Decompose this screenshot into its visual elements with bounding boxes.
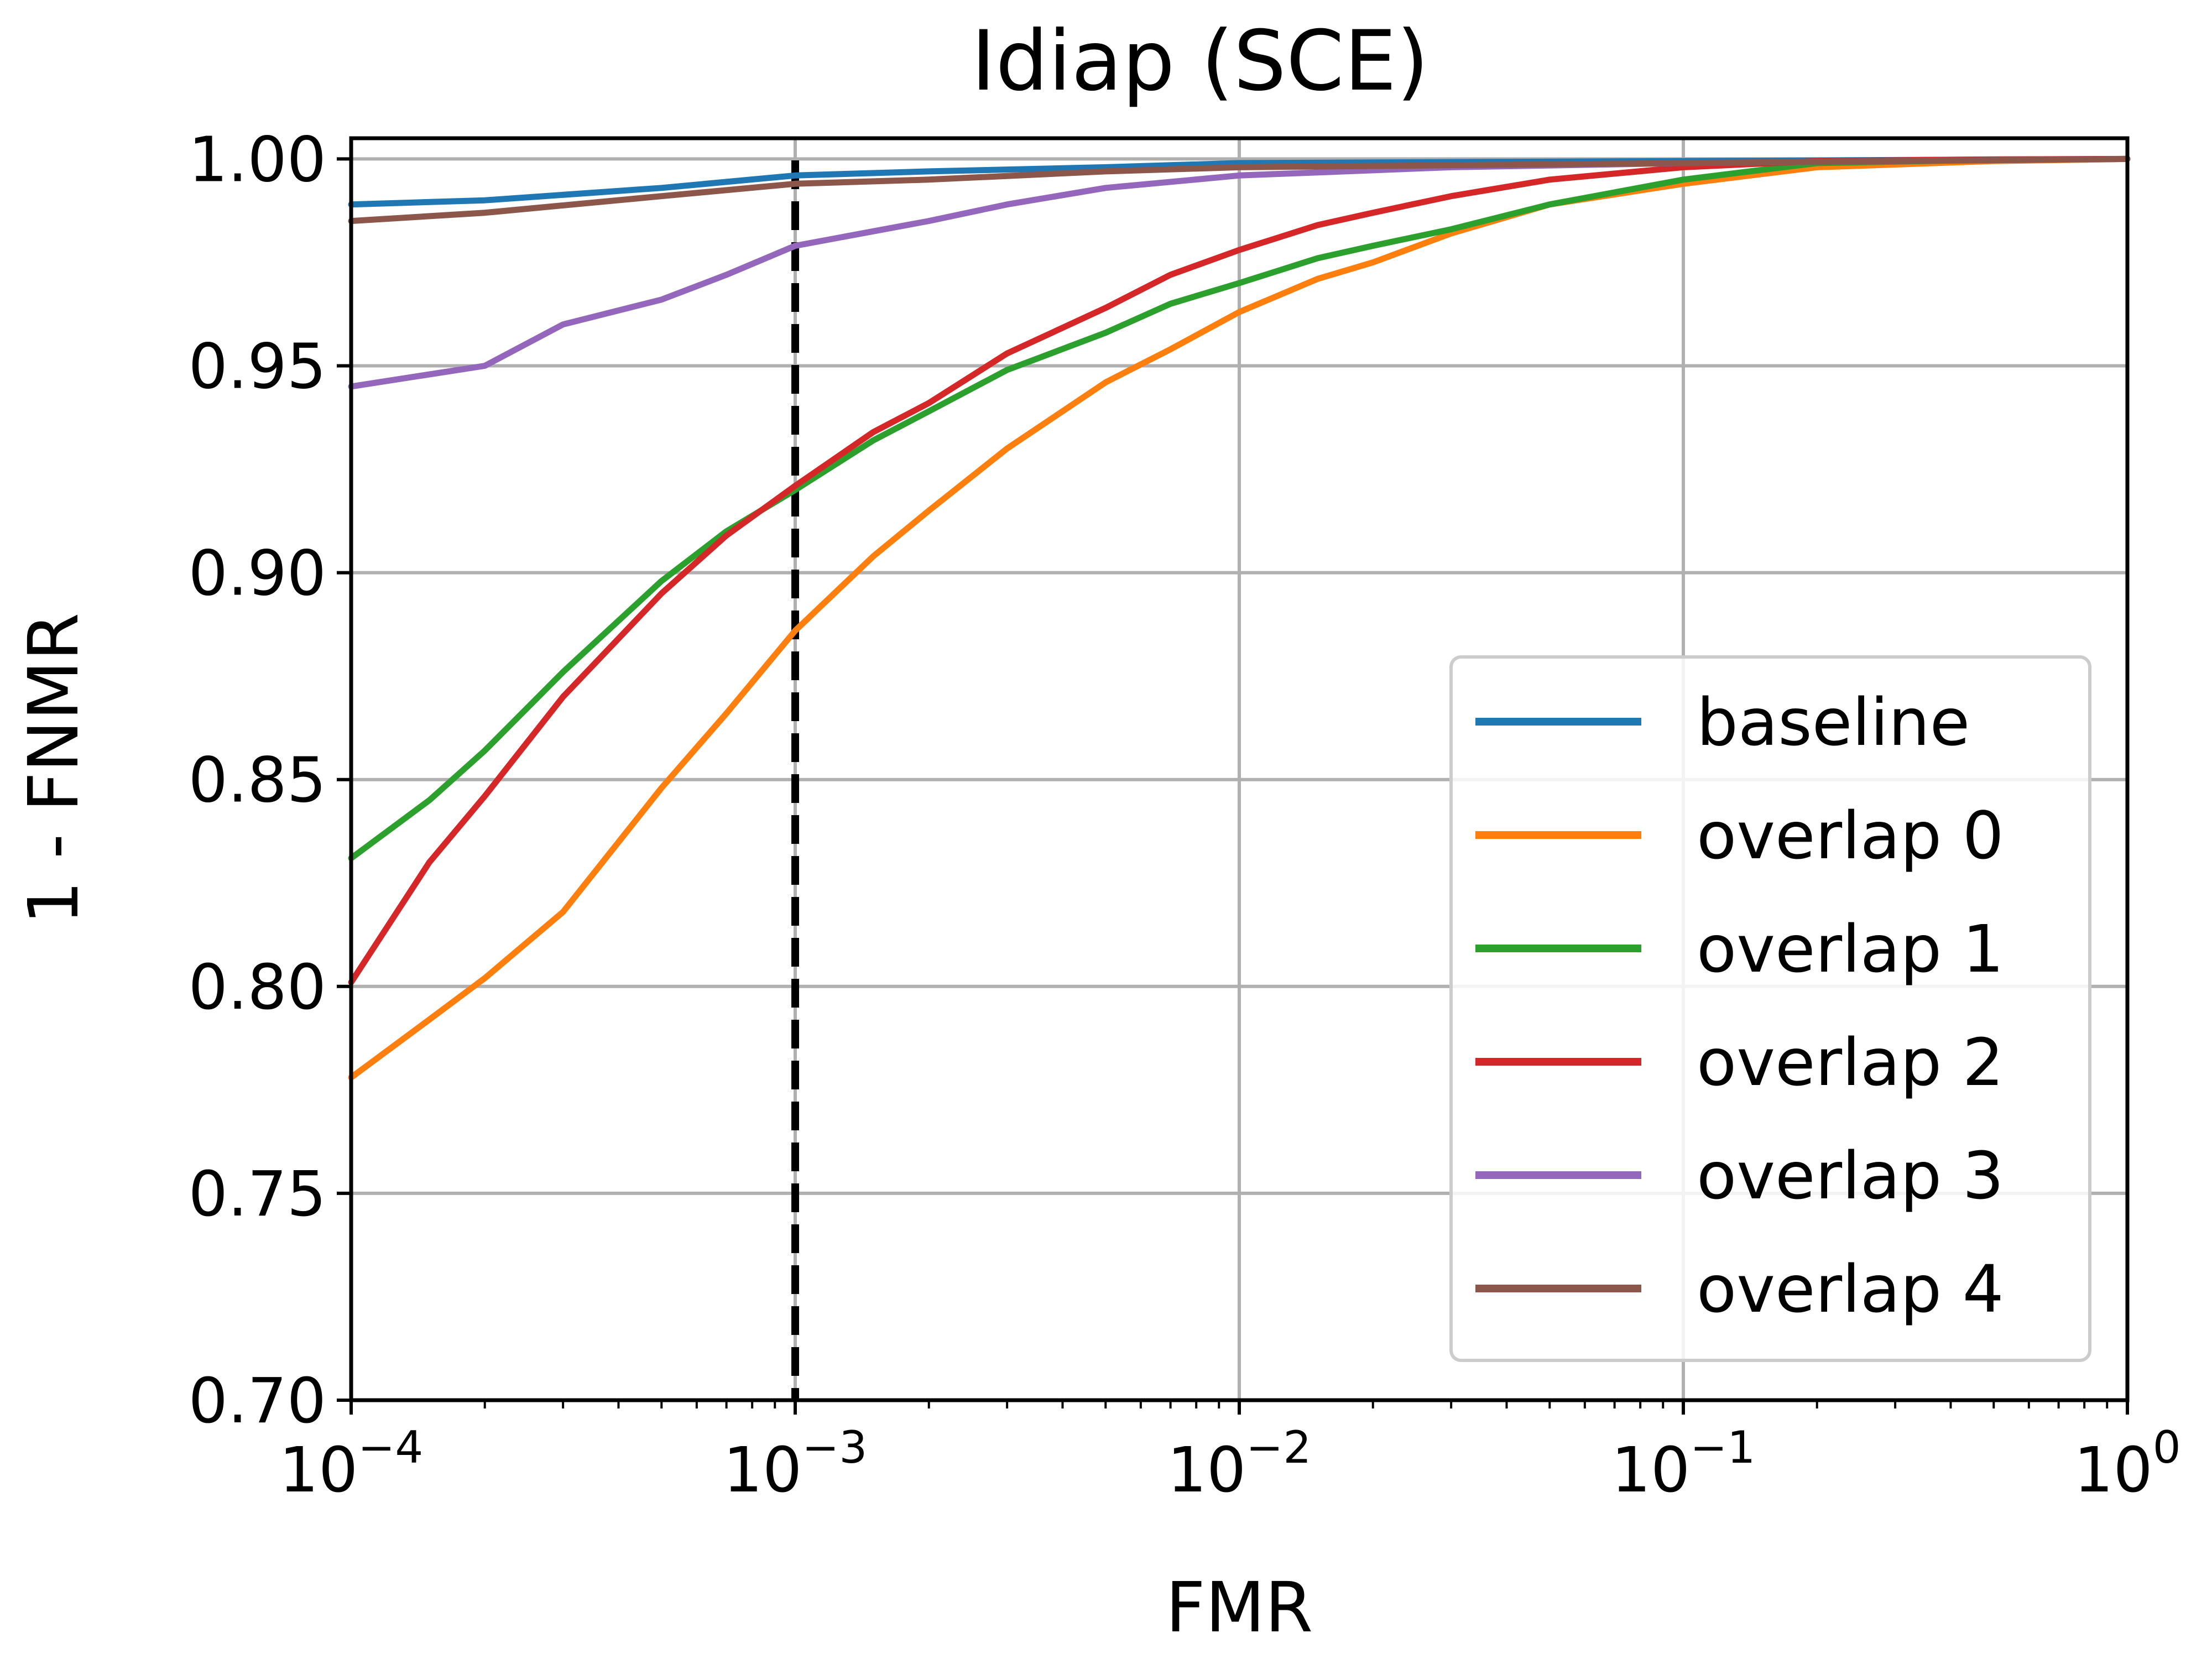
series-line-overlap-2 (348, 155, 2131, 985)
x-tick-label: 10−2 (1167, 1422, 1311, 1506)
y-tick-label: 0.70 (189, 1365, 326, 1437)
x-tick-base: 10 (1611, 1434, 1691, 1506)
x-tick-exponent: 0 (2153, 1422, 2181, 1473)
legend-label: overlap 3 (1697, 1138, 2004, 1214)
legend-label: baseline (1697, 684, 1970, 760)
y-tick-label: 0.90 (189, 538, 326, 610)
series-lines (348, 155, 2131, 1081)
x-tick-label: 100 (2074, 1422, 2180, 1506)
y-tick-label: 1.00 (189, 124, 326, 196)
x-tick-exponent: −1 (1690, 1422, 1755, 1473)
x-tick-exponent: −3 (802, 1422, 867, 1473)
y-tick-label: 0.95 (189, 331, 326, 403)
series-line-overlap-4 (348, 155, 2131, 225)
x-tick-base: 10 (279, 1434, 358, 1506)
legend-label: overlap 4 (1697, 1251, 2004, 1327)
legend-label: overlap 1 (1697, 911, 2004, 987)
x-tick-label: 10−1 (1611, 1422, 1755, 1506)
grid-lines (349, 138, 2129, 1402)
legend-label: overlap 2 (1697, 1024, 2004, 1100)
x-tick-label: 10−4 (279, 1422, 423, 1506)
chart-title: Idiap (SCE) (971, 13, 1429, 109)
x-tick-base: 10 (2074, 1434, 2153, 1506)
x-tick-label: 10−3 (723, 1422, 867, 1506)
x-tick-exponent: −4 (358, 1422, 423, 1473)
legend-label: overlap 0 (1697, 797, 2004, 874)
x-tick-exponent: −2 (1246, 1422, 1311, 1473)
x-tick-base: 10 (723, 1434, 802, 1506)
y-tick-label: 0.85 (189, 745, 326, 817)
series-line-overlap-1 (348, 155, 2131, 862)
x-axis-label: FMR (1166, 1568, 1313, 1648)
x-tick-base: 10 (1167, 1434, 1246, 1506)
y-tick-label: 0.75 (189, 1159, 326, 1230)
legend: baseline overlap 0 overlap 1 overlap 2 overl… (1449, 655, 2091, 1362)
y-tick-label: 0.80 (189, 952, 326, 1024)
axis-ticks: 10−4 10−3 10−2 10−1 1000.700.750.800.850.900… (189, 124, 2181, 1506)
y-axis-label: 1 - FNMR (14, 613, 94, 925)
